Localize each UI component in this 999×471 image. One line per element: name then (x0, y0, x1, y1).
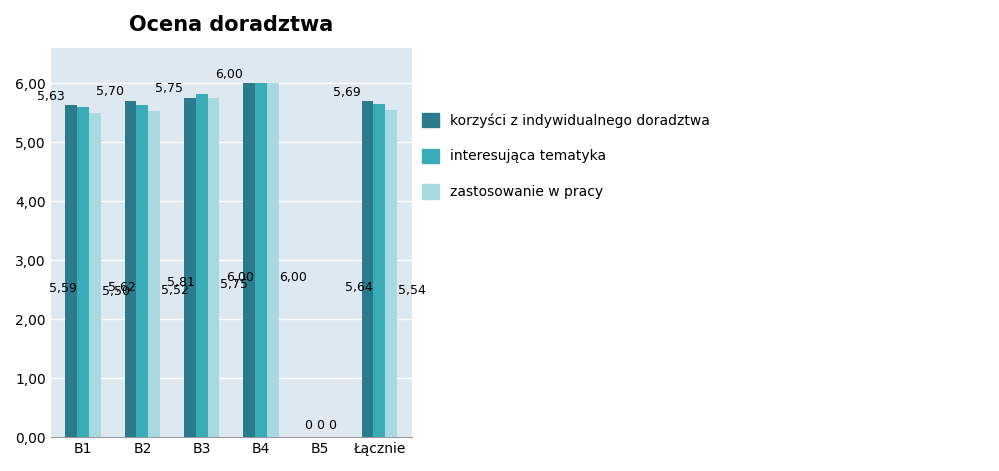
Text: 5,81: 5,81 (167, 276, 195, 289)
Bar (125, 101, 137, 437)
Bar (374, 104, 386, 437)
Title: Ocena doradztwa: Ocena doradztwa (129, 15, 334, 35)
Text: 5,75: 5,75 (155, 82, 183, 96)
Text: 5,54: 5,54 (398, 284, 426, 297)
Text: 0: 0 (316, 419, 324, 432)
Text: 5,69: 5,69 (334, 86, 361, 99)
Bar (255, 83, 267, 437)
Text: 5,62: 5,62 (108, 281, 136, 294)
Bar (243, 83, 255, 437)
Text: 5,63: 5,63 (37, 89, 65, 103)
Text: 5,52: 5,52 (161, 284, 189, 297)
Text: 5,75: 5,75 (220, 278, 248, 291)
Text: 0: 0 (328, 419, 336, 432)
Bar (89, 113, 101, 437)
Text: 6,00: 6,00 (215, 68, 243, 81)
Text: 5,64: 5,64 (345, 281, 373, 294)
Text: 5,50: 5,50 (102, 284, 130, 298)
Bar (386, 110, 398, 437)
Text: 5,59: 5,59 (49, 282, 77, 295)
Bar (208, 98, 220, 437)
Bar (184, 98, 196, 437)
Text: 6,00: 6,00 (280, 271, 307, 284)
Bar (137, 106, 148, 437)
Bar (148, 112, 160, 437)
Bar (77, 107, 89, 437)
Text: 5,70: 5,70 (96, 85, 124, 98)
Bar (196, 94, 208, 437)
Bar (65, 105, 77, 437)
Text: 0: 0 (305, 419, 313, 432)
Text: 6,00: 6,00 (227, 271, 255, 284)
Bar (267, 83, 279, 437)
Bar (362, 101, 374, 437)
Legend: korzyści z indywidualnego doradztwa, interesująca tematyka, zastosowanie w pracy: korzyści z indywidualnego doradztwa, int… (423, 113, 710, 199)
